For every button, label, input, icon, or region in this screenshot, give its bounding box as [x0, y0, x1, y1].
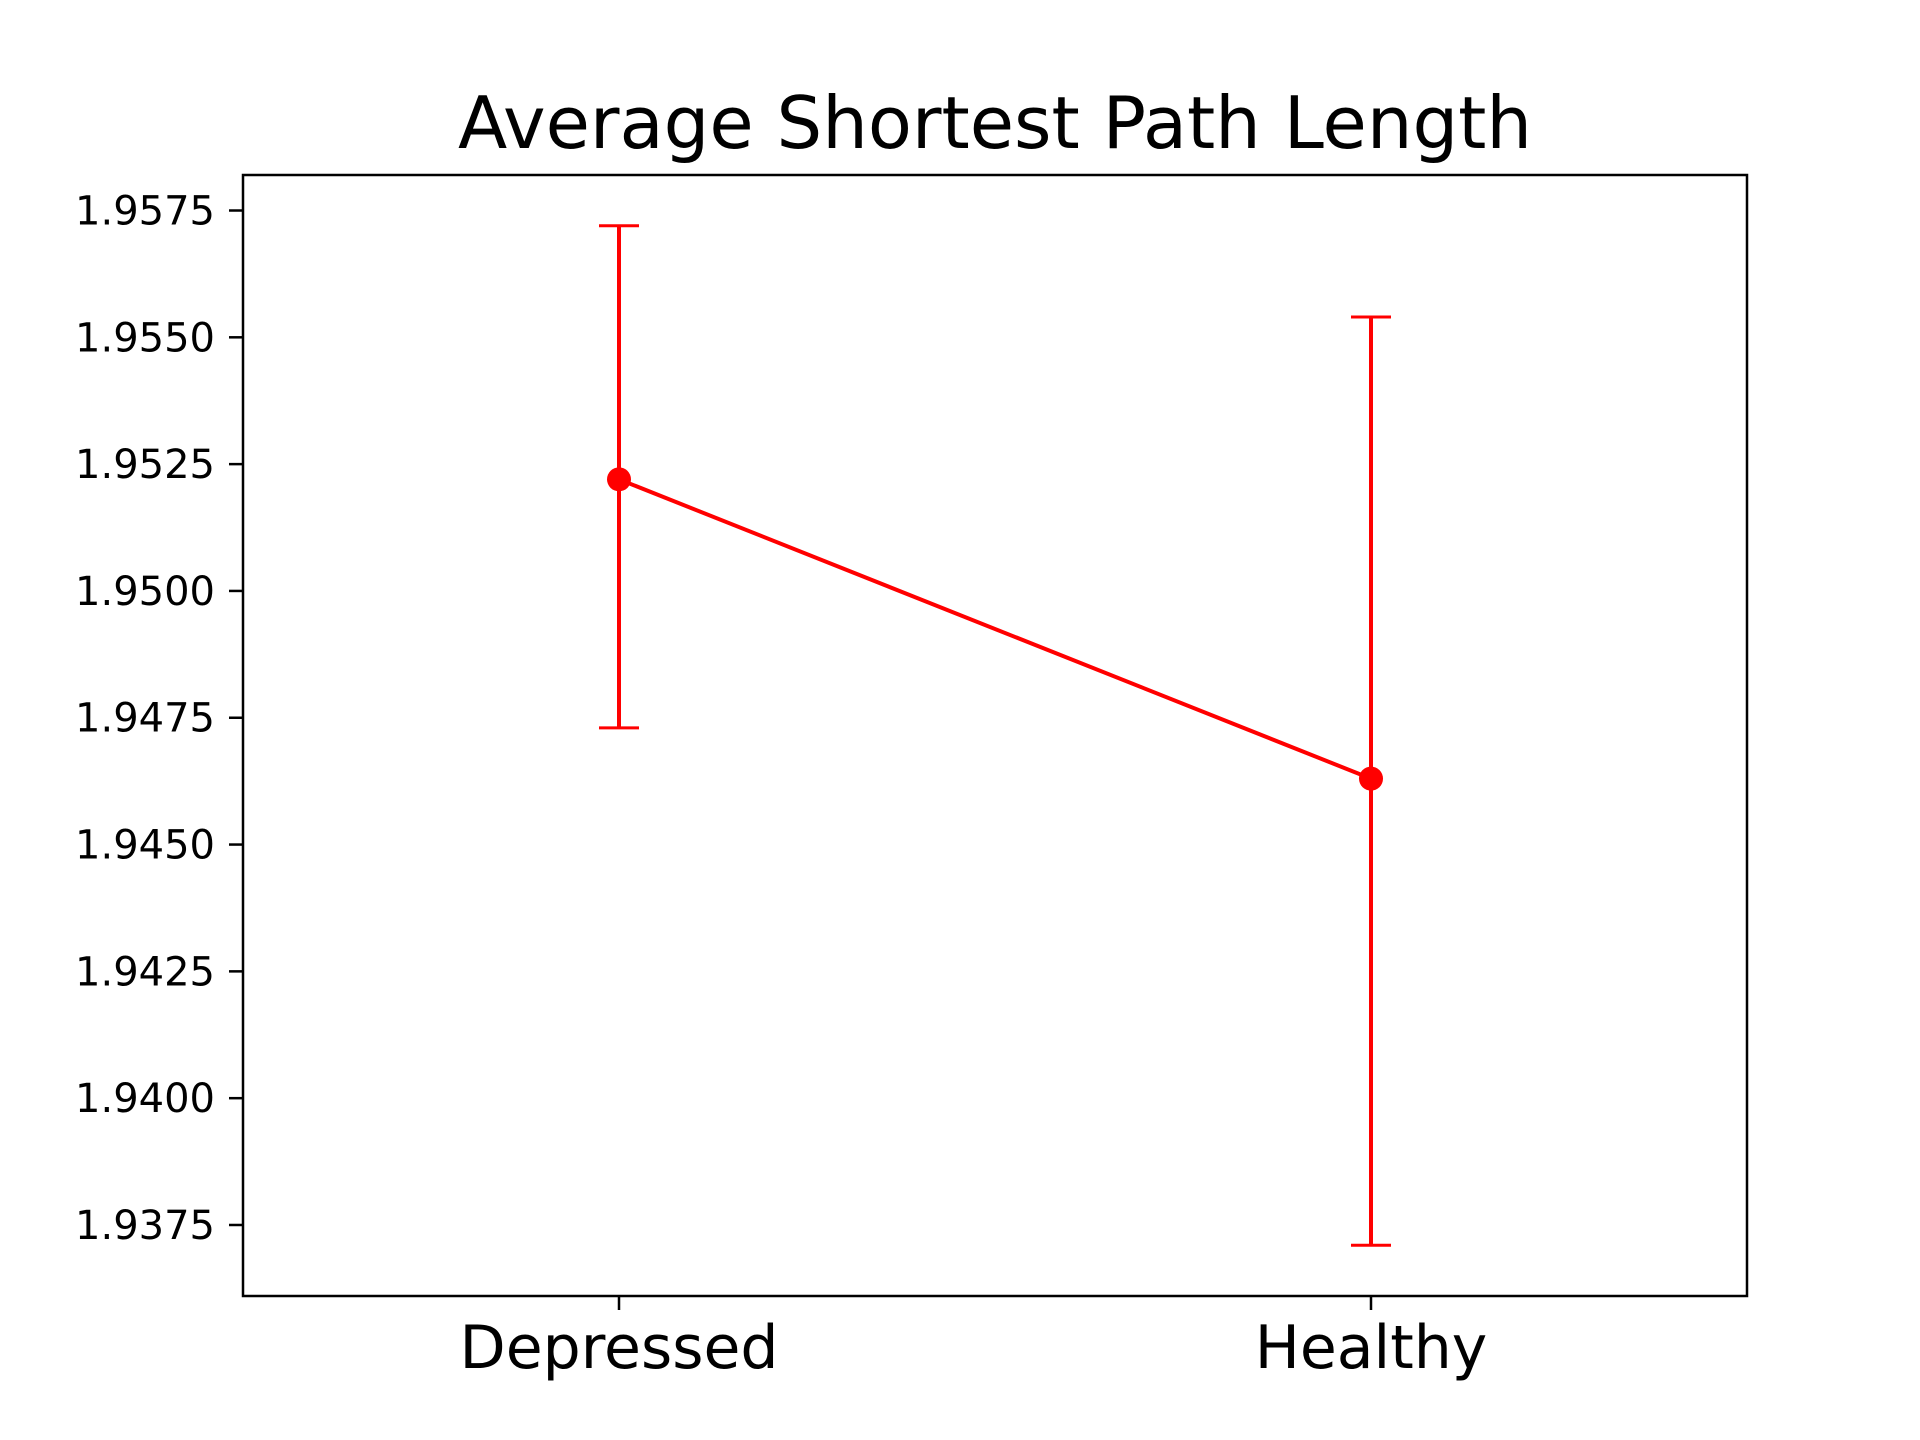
- y-tick-label: 1.9450: [75, 823, 215, 869]
- y-tick-label: 1.9375: [75, 1203, 215, 1249]
- series-line: [618, 477, 1372, 781]
- y-tick-label: 1.9400: [75, 1076, 215, 1122]
- x-tick-label: Depressed: [460, 1313, 779, 1383]
- y-tick-label: 1.9425: [75, 949, 215, 995]
- y-tick-label: 1.9475: [75, 696, 215, 742]
- y-tick-label: 1.9550: [75, 315, 215, 361]
- y-tick-label: 1.9575: [75, 189, 215, 235]
- data-point: [1359, 766, 1383, 791]
- chart-title: Average Shortest Path Length: [458, 81, 1532, 165]
- x-axis: Depressed Healthy: [460, 1296, 1488, 1383]
- data-point: [607, 467, 631, 492]
- data-points: [607, 467, 1383, 791]
- y-axis: 1.9375 1.9400 1.9425 1.9450 1.9475 1.9500 1.95…: [75, 189, 243, 1249]
- x-tick-label: Healthy: [1255, 1313, 1488, 1383]
- y-tick-label: 1.9525: [75, 442, 215, 488]
- series-line-group: [618, 477, 1372, 781]
- error-bars: [599, 224, 1391, 1247]
- plot-frame: [241, 173, 1749, 1298]
- y-tick-label: 1.9500: [75, 569, 215, 615]
